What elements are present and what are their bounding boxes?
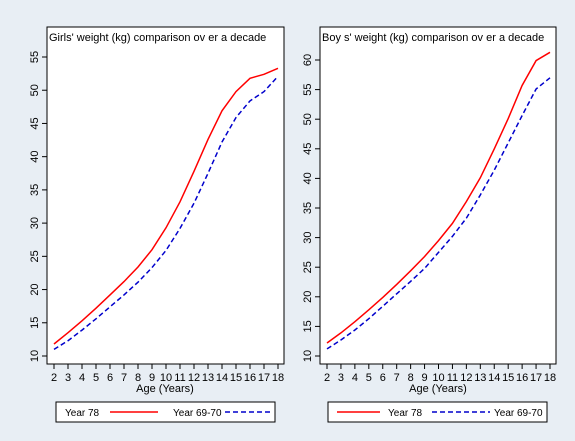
y-tick-label: 35 [302,202,314,214]
legend-label-year-78: Year 78 [388,408,423,419]
x-tick-label: 9 [149,372,155,384]
y-tick-label: 20 [29,283,41,295]
y-tick-label: 25 [302,261,314,273]
x-tick-label: 11 [174,372,185,384]
x-tick-label: 8 [408,372,414,384]
x-tick-label: 3 [65,372,71,384]
plot-area [46,26,285,365]
y-tick-label: 40 [29,151,41,163]
x-axis-title: Age (Years) [136,383,194,395]
x-tick-label: 4 [79,372,85,384]
y-tick-label: 60 [302,54,314,66]
x-tick-label: 15 [502,372,514,384]
legend-label-year-69-70: Year 69-70 [494,408,543,419]
x-tick-label: 18 [272,372,284,384]
x-tick-label: 10 [160,372,172,384]
y-axis: 10 15 20 25 30 35 40 45 50 55 [29,51,47,362]
y-tick-label: 10 [302,350,314,362]
x-tick-label: 5 [366,372,372,384]
legend-box [55,401,276,423]
x-tick-label: 16 [244,372,256,384]
legend-label-year-69-70: Year 69-70 [173,408,222,419]
series-lines [53,67,279,351]
legend: Year 78 Year 69-70 [327,401,548,423]
x-tick-label: 13 [474,372,486,384]
x-tick-label: 12 [460,372,472,384]
y-tick-label: 45 [302,143,314,155]
y-tick-label: 10 [29,350,41,362]
y-tick-label: 55 [29,51,41,63]
y-axis: 10 15 20 25 30 35 40 45 50 55 60 [302,54,320,362]
y-tick-label: 50 [29,84,41,96]
y-tick-label: 35 [29,184,41,196]
x-tick-label: 18 [544,372,556,384]
x-tick-label: 17 [530,372,542,384]
x-tick-label: 16 [516,372,528,384]
y-tick-label: 40 [302,172,314,184]
x-axis: 2 3 4 5 6 7 8 9 10 11 12 13 14 15 16 17 18 [324,364,556,384]
y-tick-label: 25 [29,250,41,262]
x-axis-title: Age (Years) [409,383,467,395]
series-line-year-78 [326,51,551,344]
series-line-year-78 [53,67,279,345]
y-tick-label: 30 [302,231,314,243]
x-tick-label: 2 [324,372,330,384]
girls-weight-chart: Girls' weight (kg) comparison ov er a de… [29,26,285,423]
x-tick-label: 10 [432,372,444,384]
series-line-year-69-70 [53,75,279,351]
x-tick-label: 17 [258,372,270,384]
y-tick-label: 15 [302,320,314,332]
x-tick-label: 6 [380,372,386,384]
legend-box [327,401,548,423]
chart-title: Boy s' weight (kg) comparison ov er a de… [322,32,544,44]
x-tick-label: 14 [216,372,228,384]
x-tick-label: 11 [447,372,458,384]
x-tick-label: 6 [107,372,113,384]
x-tick-label: 5 [93,372,99,384]
x-tick-label: 8 [135,372,141,384]
y-tick-label: 30 [29,217,41,229]
x-tick-label: 2 [51,372,57,384]
y-tick-label: 45 [29,117,41,129]
x-tick-label: 7 [394,372,400,384]
x-tick-label: 12 [188,372,200,384]
series-line-year-69-70 [326,77,551,350]
legend-label-year-78: Year 78 [65,408,100,419]
x-axis: 2 3 4 5 6 7 8 9 10 11 12 13 14 15 16 17 18 [51,364,284,384]
x-tick-label: 4 [352,372,358,384]
chart-title: Girls' weight (kg) comparison ov er a de… [49,32,266,44]
plot-area [319,26,557,365]
y-tick-label: 50 [302,113,314,125]
legend: Year 78 Year 69-70 [55,401,276,423]
x-tick-label: 15 [230,372,242,384]
x-tick-label: 14 [488,372,500,384]
y-tick-label: 20 [302,291,314,303]
x-tick-label: 7 [121,372,127,384]
x-tick-label: 9 [422,372,428,384]
boys-weight-chart: Boy s' weight (kg) comparison ov er a de… [302,26,557,423]
y-tick-label: 55 [302,83,314,95]
x-tick-label: 3 [338,372,344,384]
x-tick-label: 13 [202,372,214,384]
y-tick-label: 15 [29,317,41,329]
series-lines [326,51,551,350]
